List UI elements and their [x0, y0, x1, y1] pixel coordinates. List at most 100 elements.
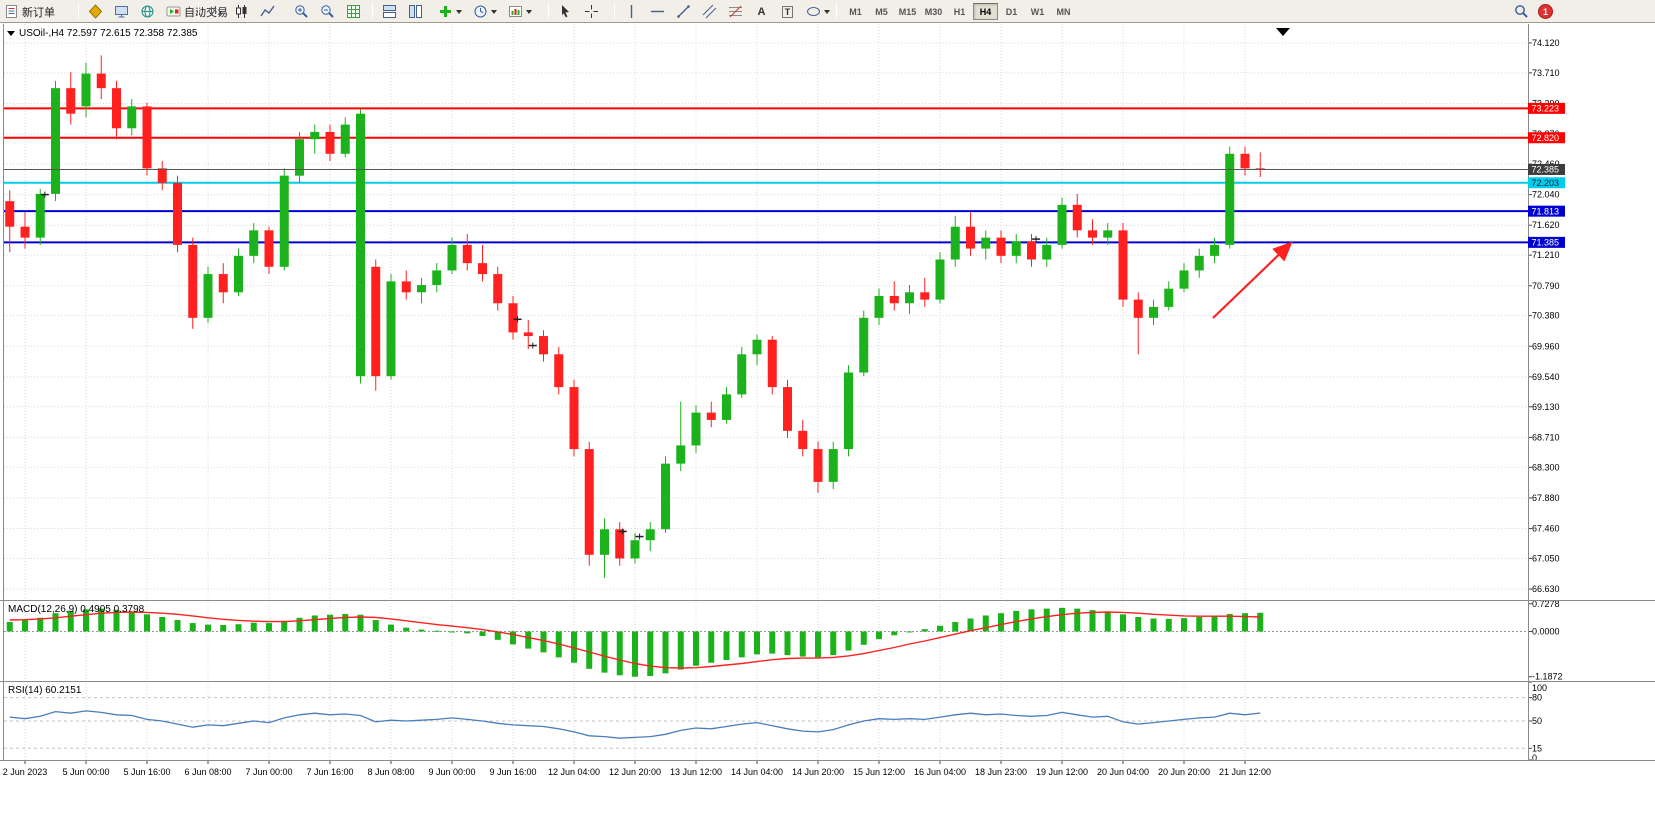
horizontal-line-icon — [651, 10, 664, 13]
periods-button[interactable] — [471, 2, 499, 21]
templates-button[interactable] — [506, 2, 534, 21]
svg-text:12 Jun 04:00: 12 Jun 04:00 — [548, 767, 600, 777]
search-icon — [1515, 5, 1528, 18]
new-order-button[interactable]: 新订单 — [2, 2, 57, 21]
svg-text:72.203: 72.203 — [1532, 178, 1560, 188]
svg-text:66.630: 66.630 — [1532, 584, 1560, 594]
svg-text:69.540: 69.540 — [1532, 372, 1560, 382]
template-icon — [509, 6, 522, 17]
svg-text:71.385: 71.385 — [1532, 238, 1560, 248]
line-chart-button[interactable] — [258, 2, 277, 21]
svg-text:0.7278: 0.7278 — [1532, 599, 1560, 609]
new-order-label: 新订单 — [22, 6, 55, 19]
grid-icon — [347, 5, 360, 18]
bar-chart-button[interactable] — [206, 2, 225, 21]
main-toolbar: 新订单 — [0, 0, 1655, 23]
auto-trading-button[interactable]: 自动交易 — [164, 2, 230, 21]
text-button[interactable]: A — [752, 2, 771, 21]
globe-icon — [141, 5, 154, 18]
data-window-button[interactable] — [112, 2, 131, 21]
diamond-icon — [88, 4, 103, 19]
svg-text:71.813: 71.813 — [1532, 206, 1560, 216]
svg-text:2 Jun 2023: 2 Jun 2023 — [3, 767, 48, 777]
svg-text:100: 100 — [1532, 683, 1547, 693]
notification-badge[interactable]: 1 — [1538, 4, 1553, 19]
horizontal-line-button[interactable] — [648, 2, 667, 21]
monitor-icon — [115, 6, 128, 18]
price-axis[interactable] — [1528, 24, 1655, 760]
svg-text:0: 0 — [1532, 753, 1537, 763]
time-axis[interactable] — [4, 760, 1528, 782]
svg-text:12 Jun 20:00: 12 Jun 20:00 — [609, 767, 661, 777]
auto-trading-icon — [166, 6, 181, 17]
zoom-in-button[interactable] — [292, 2, 311, 21]
channel-button[interactable] — [700, 2, 719, 21]
timeframe-button-w1[interactable]: W1 — [1030, 6, 1045, 17]
svg-text:67.460: 67.460 — [1532, 524, 1560, 534]
timeframe-button-m30[interactable]: M30 — [924, 6, 943, 17]
main-chart-panel[interactable] — [4, 24, 1528, 600]
search-button[interactable] — [1512, 2, 1531, 21]
cursor-button[interactable] — [556, 2, 575, 21]
svg-text:68.710: 68.710 — [1532, 432, 1560, 442]
timeframe-button-d1[interactable]: D1 — [1005, 6, 1018, 17]
tile-windows-button[interactable] — [380, 2, 399, 21]
svg-text:7 Jun 00:00: 7 Jun 00:00 — [245, 767, 292, 777]
timeframe-button-h4[interactable]: H4 — [973, 3, 998, 20]
candlestick-chart-button[interactable] — [232, 2, 251, 21]
timeframe-button-mn[interactable]: MN — [1056, 6, 1071, 17]
svg-text:5 Jun 00:00: 5 Jun 00:00 — [62, 767, 109, 777]
fibonacci-button[interactable] — [726, 2, 745, 21]
svg-text:5 Jun 16:00: 5 Jun 16:00 — [123, 767, 170, 777]
market-watch-button[interactable] — [86, 2, 105, 21]
indicators-button[interactable] — [436, 2, 464, 21]
svg-text:72.040: 72.040 — [1532, 190, 1560, 200]
channel-icon — [702, 4, 717, 19]
rsi-panel[interactable] — [4, 682, 1528, 760]
grid-button[interactable] — [344, 2, 363, 21]
trendline-icon — [677, 5, 690, 18]
crosshair-icon — [585, 5, 598, 18]
svg-text:8 Jun 08:00: 8 Jun 08:00 — [367, 767, 414, 777]
svg-text:15 Jun 12:00: 15 Jun 12:00 — [853, 767, 905, 777]
zoom-out-button[interactable] — [318, 2, 337, 21]
cascade-windows-button[interactable] — [406, 2, 425, 21]
svg-text:69.960: 69.960 — [1532, 341, 1560, 351]
svg-text:72.820: 72.820 — [1532, 133, 1560, 143]
svg-text:68.300: 68.300 — [1532, 462, 1560, 472]
svg-text:69.130: 69.130 — [1532, 402, 1560, 412]
candlestick-icon — [236, 5, 247, 18]
svg-text:19 Jun 12:00: 19 Jun 12:00 — [1036, 767, 1088, 777]
label-button[interactable]: T — [778, 2, 797, 21]
svg-text:80: 80 — [1532, 693, 1542, 703]
svg-text:6 Jun 08:00: 6 Jun 08:00 — [184, 767, 231, 777]
timeframe-button-m15[interactable]: M15 — [898, 6, 917, 17]
trendline-button[interactable] — [674, 2, 693, 21]
shapes-button[interactable] — [804, 2, 832, 21]
svg-text:14 Jun 20:00: 14 Jun 20:00 — [792, 767, 844, 777]
tile-vertical-icon — [409, 5, 422, 18]
svg-text:71.620: 71.620 — [1532, 220, 1560, 230]
svg-text:73.223: 73.223 — [1532, 104, 1560, 114]
crosshair-button[interactable] — [582, 2, 601, 21]
svg-text:7 Jun 16:00: 7 Jun 16:00 — [306, 767, 353, 777]
svg-text:13 Jun 12:00: 13 Jun 12:00 — [670, 767, 722, 777]
timeframe-button-m1[interactable]: M1 — [849, 6, 862, 17]
zoom-out-icon — [321, 5, 334, 18]
new-order-icon — [6, 5, 17, 18]
auto-trading-label: 自动交易 — [184, 6, 228, 19]
label-tool-icon: T — [781, 5, 794, 18]
timeframe-button-h1[interactable]: H1 — [953, 6, 966, 17]
svg-text:74.120: 74.120 — [1532, 38, 1560, 48]
macd-panel[interactable] — [4, 601, 1528, 681]
navigator-button[interactable] — [138, 2, 157, 21]
svg-text:67.880: 67.880 — [1532, 493, 1560, 503]
add-indicator-icon — [440, 6, 451, 17]
timeframe-button-m5[interactable]: M5 — [875, 6, 888, 17]
chart-menu-icon[interactable] — [7, 31, 15, 36]
svg-text:71.210: 71.210 — [1532, 250, 1560, 260]
svg-text:67.050: 67.050 — [1532, 553, 1560, 563]
bar-chart-icon — [210, 6, 221, 16]
vertical-line-button[interactable] — [622, 2, 641, 21]
